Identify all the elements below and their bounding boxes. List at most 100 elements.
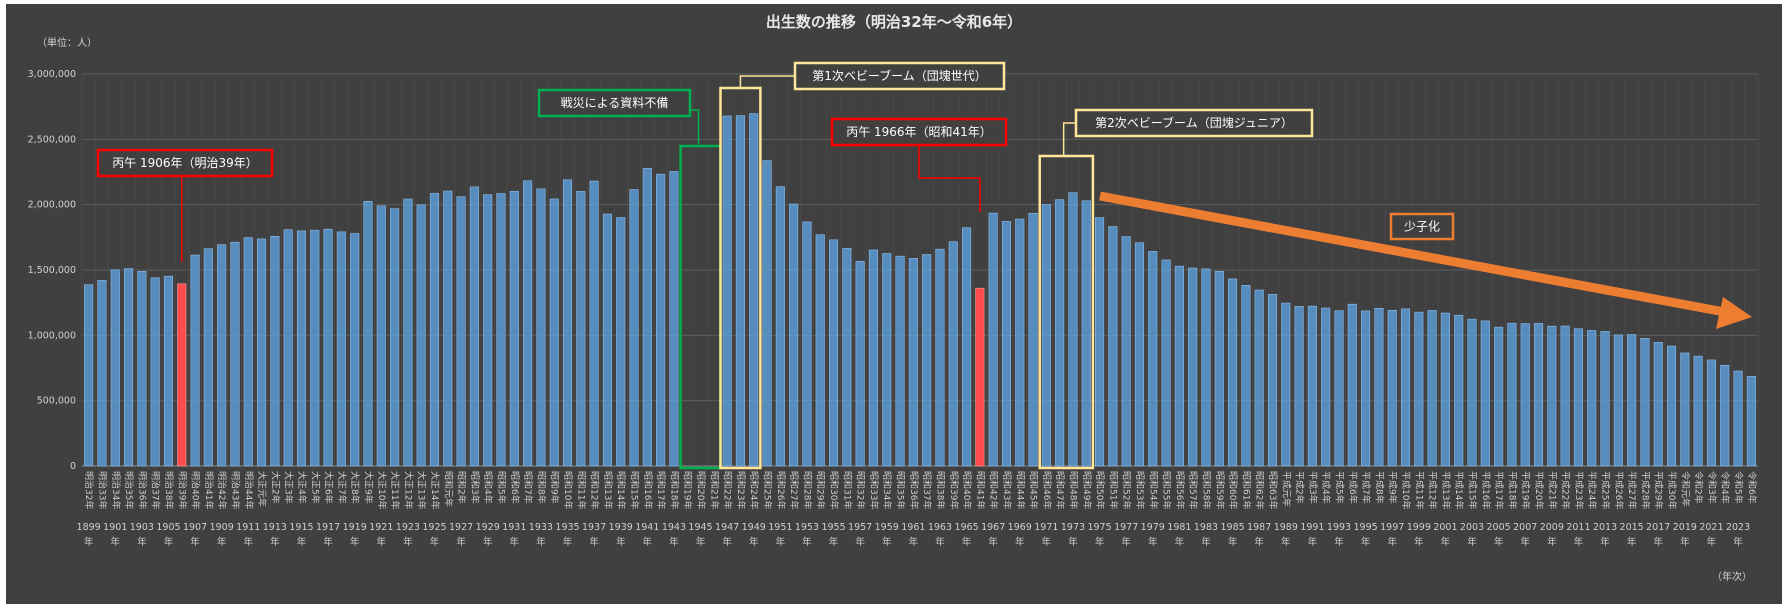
bar: [1720, 364, 1730, 467]
annotation-baby-boom-2-box: [1074, 108, 1314, 138]
year-label: 1989: [1274, 522, 1298, 533]
bar: [616, 217, 626, 467]
year-suffix: 年: [190, 536, 200, 548]
bar: [562, 179, 573, 467]
era-label: 令和2年: [1693, 471, 1705, 504]
bar: [1680, 352, 1690, 467]
era-label: 昭和56年: [1174, 471, 1186, 509]
year-suffix: 年: [1441, 536, 1451, 548]
connector-boom2: [1062, 122, 1076, 156]
bar: [283, 229, 293, 467]
era-label: 昭和57年: [1187, 471, 1199, 509]
era-label: 平成9年: [1387, 471, 1399, 504]
year-suffix: 年: [1547, 536, 1557, 548]
era-label: 昭和38年: [934, 471, 946, 509]
era-label: 昭和62年: [1254, 471, 1266, 509]
era-label: 平成24年: [1586, 471, 1598, 509]
bar: [1361, 310, 1371, 467]
y-tick-label: 500,000: [37, 396, 76, 407]
year-suffix: 年: [1574, 536, 1584, 548]
bar: [1387, 309, 1397, 467]
bar: [124, 268, 134, 467]
year-suffix: 年: [802, 536, 812, 548]
era-label: 平成18年: [1506, 471, 1518, 509]
bar: [403, 198, 413, 467]
era-label: 昭和3年: [469, 471, 481, 504]
year-label: 1969: [1008, 522, 1032, 533]
bar: [1334, 310, 1344, 467]
bar: [177, 283, 187, 467]
year-suffix: 年: [1175, 536, 1185, 548]
bar: [1267, 293, 1278, 467]
year-label: 1963: [928, 522, 952, 533]
bar: [1281, 302, 1291, 467]
era-label: 大正9年: [362, 471, 374, 504]
year-suffix: 年: [456, 536, 466, 548]
era-label: 平成2年: [1294, 471, 1306, 504]
bar: [948, 241, 958, 467]
year-label: 2011: [1566, 522, 1590, 533]
era-label: 平成10年: [1400, 471, 1412, 509]
era-label: 昭和26年: [775, 471, 787, 509]
bar: [762, 160, 772, 467]
era-label: 平成26年: [1613, 471, 1625, 509]
bar: [882, 253, 892, 467]
year-suffix: 年: [1680, 536, 1690, 548]
era-label: 昭和33年: [868, 471, 880, 509]
era-label: 昭和元年: [442, 471, 454, 507]
bar: [376, 205, 386, 467]
era-label: 昭和32年: [855, 471, 867, 509]
bar: [589, 180, 599, 467]
bar: [908, 258, 918, 467]
bar: [815, 234, 825, 467]
year-label: 2013: [1593, 522, 1617, 533]
year-label: 2019: [1673, 522, 1697, 533]
bar: [1706, 359, 1716, 467]
year-suffix: 年: [988, 536, 998, 548]
bar: [828, 239, 839, 467]
bar: [935, 248, 945, 467]
year-suffix: 年: [1494, 536, 1504, 548]
era-label: 昭和2年: [456, 471, 468, 504]
era-label: 昭和31年: [841, 471, 853, 509]
era-label: 大正11年: [389, 471, 401, 509]
bar: [363, 201, 373, 467]
bar: [975, 287, 985, 467]
era-label: 平成8年: [1373, 471, 1385, 504]
era-label: 平成29年: [1653, 471, 1665, 509]
era-label: 昭和55年: [1161, 471, 1173, 509]
year-label: 1941: [635, 522, 659, 533]
era-label: 明治40年: [190, 471, 202, 509]
bar: [735, 115, 745, 467]
year-suffix: 年: [1733, 536, 1743, 548]
year-suffix: 年: [323, 536, 333, 548]
annotation-1906-text: 丙午 1906年（明治39年）: [112, 156, 258, 170]
era-label: 明治34年: [110, 471, 122, 509]
era-label: 昭和50年: [1094, 471, 1106, 509]
year-suffix: 年: [536, 536, 546, 548]
era-label: 昭和18年: [668, 471, 680, 509]
era-label: 平成5年: [1334, 471, 1346, 504]
year-label: 2017: [1646, 522, 1670, 533]
bar: [1587, 330, 1597, 467]
bar: [549, 198, 559, 467]
year-label: 2021: [1699, 522, 1723, 533]
era-label: 明治37年: [150, 471, 162, 509]
bar: [1134, 242, 1145, 467]
year-label: 1945: [688, 522, 712, 533]
era-label: 平成28年: [1639, 471, 1651, 509]
bar: [150, 277, 160, 467]
bar: [789, 203, 799, 467]
year-label: 1977: [1114, 522, 1138, 533]
annotation-war-box: [537, 88, 692, 118]
annotation-baby-boom-2-text: 第2次ベビーブーム（団塊ジュニア）: [1095, 115, 1293, 130]
year-suffix: 年: [1201, 536, 1211, 548]
era-label: 昭和6年: [509, 471, 521, 504]
era-label: 昭和48年: [1067, 471, 1079, 509]
era-label: 昭和45年: [1028, 471, 1040, 509]
era-label: 明治35年: [123, 471, 135, 509]
era-label: 平成12年: [1427, 471, 1439, 509]
year-suffix: 年: [696, 536, 706, 548]
year-label: 1975: [1087, 522, 1111, 533]
era-label: 令和6年: [1746, 471, 1758, 504]
